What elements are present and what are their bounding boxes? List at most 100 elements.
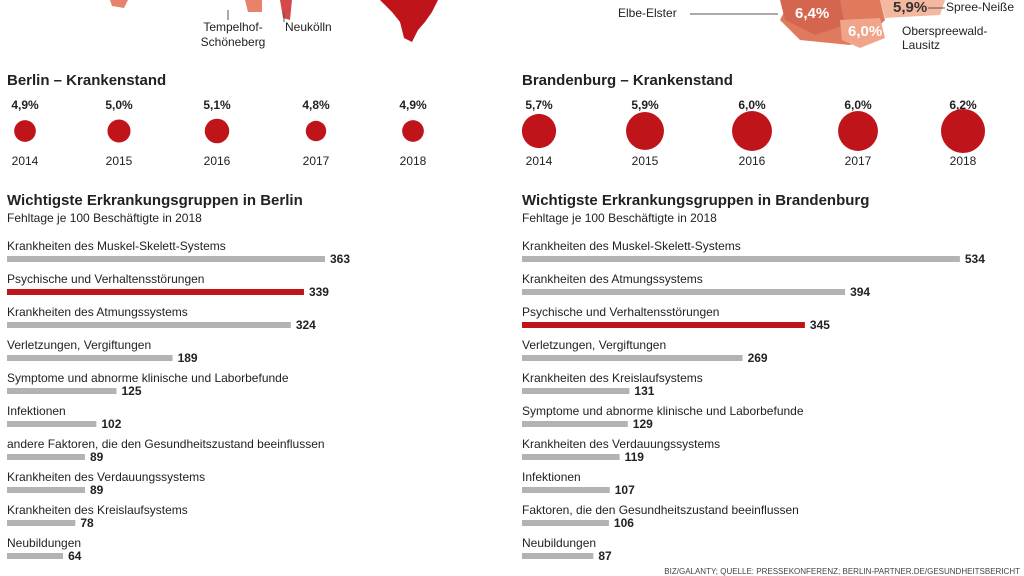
bar — [7, 388, 117, 394]
value-label: 125 — [122, 384, 142, 398]
category-label: Infektionen — [7, 404, 66, 418]
value-label: 119 — [625, 450, 645, 464]
map-label: Tempelhof- — [203, 20, 262, 34]
year-label: 2015 — [106, 154, 133, 168]
map-berlin — [110, 0, 438, 42]
bar — [7, 289, 304, 295]
value-label: 339 — [309, 285, 329, 299]
value-label: 534 — [965, 252, 985, 266]
map-label: Oberspreewald- — [902, 24, 987, 38]
year-label: 2017 — [303, 154, 330, 168]
category-label: Verletzungen, Vergiftungen — [522, 338, 666, 352]
value-label: 106 — [614, 516, 634, 530]
source: BIZ/GALANTY; QUELLE: PRESSEKONFERENZ; BE… — [664, 567, 1020, 576]
category-label: Krankheiten des Verdauungssystems — [522, 437, 720, 451]
bar — [522, 322, 805, 328]
value-label: 4,9% — [11, 98, 39, 112]
value-label: 129 — [633, 417, 653, 431]
bar — [522, 289, 846, 295]
chart-title: Wichtigste Erkrankungsgruppen in Branden… — [522, 192, 869, 209]
value-label: 78 — [80, 516, 94, 530]
bubble — [204, 118, 230, 144]
value-label: 345 — [810, 318, 830, 332]
bubble — [626, 112, 664, 150]
value-label: 5,1% — [203, 98, 231, 112]
year-label: 2014 — [12, 154, 39, 168]
chart-title: Wichtigste Erkrankungsgruppen in Berlin — [7, 192, 303, 209]
category-label: andere Faktoren, die den Gesundheitszust… — [7, 437, 325, 451]
category-label: Krankheiten des Muskel-Skelett-Systems — [7, 239, 226, 253]
map-value: 5,9% — [893, 0, 927, 16]
bar — [522, 553, 594, 559]
chart-title: Brandenburg – Krankenstand — [522, 72, 733, 89]
value-label: 89 — [90, 450, 104, 464]
bar — [522, 355, 743, 361]
value-label: 4,9% — [399, 98, 427, 112]
value-label: 6,2% — [949, 98, 977, 112]
value-label: 107 — [615, 483, 635, 497]
value-label: 5,9% — [631, 98, 659, 112]
category-label: Krankheiten des Kreislaufsystems — [7, 503, 188, 517]
map-label: Elbe-Elster — [618, 6, 677, 20]
bar — [522, 487, 610, 493]
bar — [7, 454, 85, 460]
value-label: 5,7% — [525, 98, 553, 112]
value-label: 131 — [634, 384, 654, 398]
chart-subtitle: Fehltage je 100 Beschäftigte in 2018 — [7, 211, 202, 225]
year-label: 2015 — [632, 154, 659, 168]
bar — [522, 388, 630, 394]
bubble — [305, 120, 327, 142]
map-value: 6,0% — [848, 23, 882, 40]
chart-subtitle: Fehltage je 100 Beschäftigte in 2018 — [522, 211, 717, 225]
year-label: 2018 — [400, 154, 427, 168]
year-label: 2016 — [739, 154, 766, 168]
year-label: 2016 — [204, 154, 231, 168]
value-label: 87 — [598, 549, 612, 563]
map-label: Spree-Neiße — [946, 0, 1014, 14]
category-label: Krankheiten des Verdauungssystems — [7, 470, 205, 484]
bar — [7, 487, 85, 493]
category-label: Psychische und Verhaltensstörungen — [522, 305, 719, 319]
year-label: 2014 — [526, 154, 553, 168]
bar — [7, 421, 97, 427]
chart-title: Berlin – Krankenstand — [7, 72, 166, 89]
category-label: Verletzungen, Vergiftungen — [7, 338, 151, 352]
value-label: 269 — [748, 351, 768, 365]
category-label: Krankheiten des Kreislaufsystems — [522, 371, 703, 385]
year-label: 2018 — [950, 154, 977, 168]
bar — [522, 520, 609, 526]
category-label: Infektionen — [522, 470, 581, 484]
bar — [7, 256, 325, 262]
value-label: 363 — [330, 252, 350, 266]
value-label: 6,0% — [844, 98, 872, 112]
bubble — [402, 120, 424, 142]
category-label: Krankheiten des Atmungssystems — [522, 272, 703, 286]
category-label: Neubildungen — [7, 536, 81, 550]
bar — [522, 421, 628, 427]
year-label: 2017 — [845, 154, 872, 168]
category-label: Symptome und abnorme klinische und Labor… — [522, 404, 804, 418]
bubble — [14, 120, 36, 142]
category-label: Faktoren, die den Gesundheitszustand bee… — [522, 503, 799, 517]
category-label: Neubildungen — [522, 536, 596, 550]
map-brandenburg — [690, 0, 945, 48]
value-label: 5,0% — [105, 98, 133, 112]
bubble — [521, 113, 557, 149]
value-label: 64 — [68, 549, 82, 563]
value-label: 394 — [850, 285, 870, 299]
value-label: 102 — [101, 417, 121, 431]
bubble — [107, 119, 131, 143]
bubble — [732, 111, 772, 151]
map-label: Neukölln — [285, 20, 332, 34]
value-label: 6,0% — [738, 98, 766, 112]
value-label: 4,8% — [302, 98, 330, 112]
bar — [7, 355, 173, 361]
value-label: 89 — [90, 483, 104, 497]
bar — [7, 322, 291, 328]
bar — [522, 454, 620, 460]
map-value: 6,4% — [795, 5, 829, 22]
category-label: Symptome und abnorme klinische und Labor… — [7, 371, 289, 385]
value-label: 189 — [178, 351, 198, 365]
bar — [7, 520, 76, 526]
